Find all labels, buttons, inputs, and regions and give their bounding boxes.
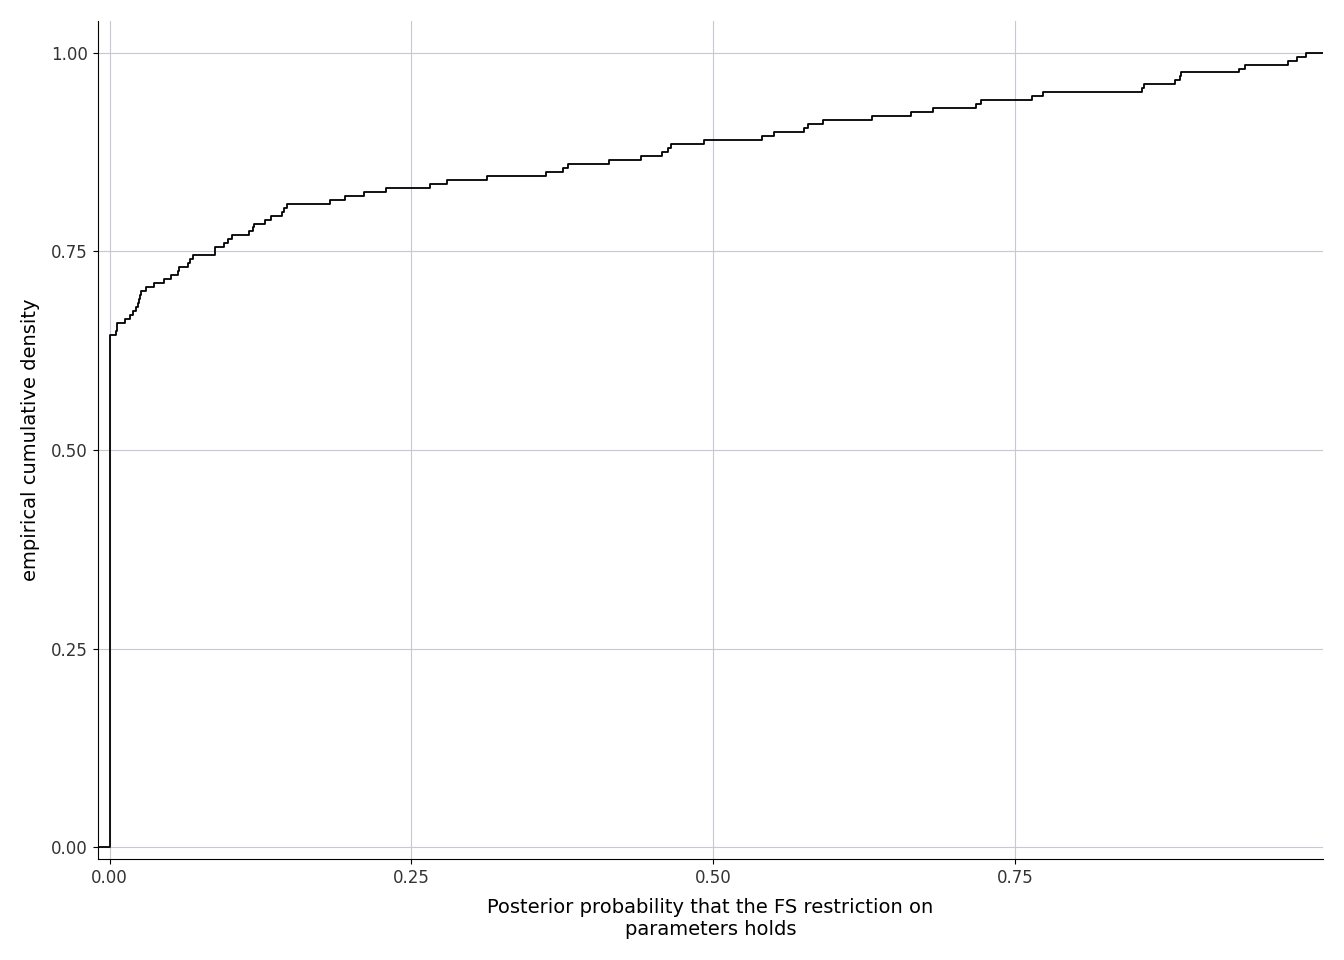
X-axis label: Posterior probability that the FS restriction on
parameters holds: Posterior probability that the FS restri… <box>488 899 934 939</box>
Y-axis label: empirical cumulative density: empirical cumulative density <box>22 299 40 582</box>
